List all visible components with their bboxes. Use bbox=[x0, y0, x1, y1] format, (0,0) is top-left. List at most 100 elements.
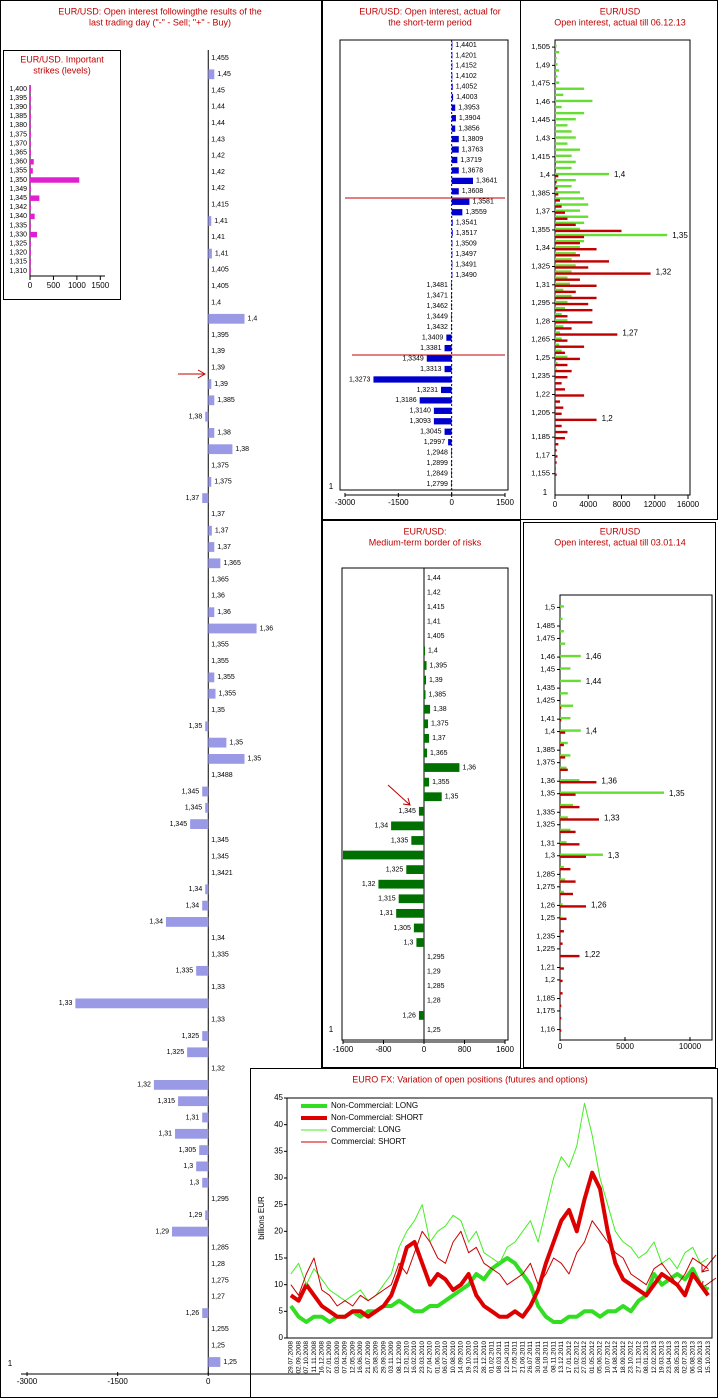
bar bbox=[555, 99, 593, 103]
bar bbox=[555, 272, 651, 275]
x-tick-label: 12.05.2009 bbox=[349, 1341, 356, 1374]
y-tick-label: 1,435 bbox=[536, 683, 555, 692]
annotation: 1,46 bbox=[586, 652, 602, 661]
line-series bbox=[290, 1102, 709, 1302]
bar bbox=[451, 198, 470, 205]
category-label: 1,330 bbox=[9, 231, 27, 238]
bar bbox=[560, 667, 571, 670]
bar bbox=[560, 853, 603, 856]
category-label: 1,365 bbox=[211, 576, 229, 583]
bar bbox=[555, 367, 557, 371]
bar bbox=[560, 704, 573, 707]
category-label: 1,3093 bbox=[409, 418, 431, 425]
x-tick-label: 11.11.2008 bbox=[311, 1341, 318, 1373]
bar bbox=[555, 87, 585, 90]
category-label: 1,395 bbox=[430, 662, 448, 669]
category-label: 1,3462 bbox=[427, 303, 449, 310]
bar bbox=[555, 473, 557, 476]
bar bbox=[555, 337, 562, 340]
bar bbox=[208, 525, 212, 536]
bar bbox=[555, 162, 556, 166]
annotation: 1,3 bbox=[608, 851, 620, 860]
y-tick-label: 1,37 bbox=[535, 207, 550, 216]
plot-frame bbox=[286, 1097, 713, 1339]
bar bbox=[560, 942, 563, 945]
category-label: 1,25 bbox=[211, 1343, 225, 1350]
bar bbox=[555, 199, 560, 202]
bar bbox=[555, 288, 564, 292]
annotation: 1,26 bbox=[591, 901, 607, 910]
bar bbox=[560, 890, 564, 894]
category-label: 1,41 bbox=[215, 250, 229, 257]
x-tick-label: 15.10.2013 bbox=[705, 1341, 712, 1374]
y-tick-label: 5 bbox=[279, 1306, 284, 1315]
bar bbox=[555, 327, 572, 330]
bar bbox=[560, 892, 573, 896]
bar bbox=[555, 343, 560, 346]
y-tick-label: 1,26 bbox=[540, 900, 555, 909]
bar bbox=[560, 754, 571, 757]
x-tick-label: 10.09.2013 bbox=[697, 1341, 704, 1374]
marker-lines bbox=[178, 197, 717, 1289]
y-tick-label: 1,485 bbox=[536, 621, 555, 630]
category-label: 1,2948 bbox=[427, 449, 449, 456]
category-label: 1,375 bbox=[211, 462, 229, 469]
bar bbox=[555, 313, 562, 316]
category-label: 1,45 bbox=[217, 71, 231, 78]
category-label: 1,345 bbox=[185, 805, 203, 812]
bar bbox=[555, 160, 576, 164]
bar bbox=[555, 294, 572, 298]
arrow bbox=[387, 784, 411, 806]
y-tick-label: 1,17 bbox=[535, 450, 550, 459]
bar bbox=[424, 661, 427, 670]
y-tick-label: 1,34 bbox=[535, 243, 550, 252]
y-tick-label: 1,325 bbox=[536, 820, 555, 829]
category-label: 1,400 bbox=[9, 86, 27, 93]
category-label: 1,38 bbox=[433, 706, 447, 713]
bar bbox=[444, 428, 452, 435]
bar bbox=[424, 690, 426, 700]
bar bbox=[555, 296, 597, 300]
bar bbox=[391, 821, 424, 831]
bar bbox=[172, 1226, 209, 1237]
arrow bbox=[701, 1254, 717, 1273]
bar bbox=[30, 240, 31, 247]
legend-label: Non-Commercial: LONG bbox=[331, 1101, 418, 1110]
category-label: 1,3449 bbox=[427, 314, 449, 321]
bar bbox=[451, 73, 453, 80]
bar bbox=[451, 104, 456, 111]
x-tick-label: 10.08.2010 bbox=[450, 1341, 457, 1374]
category-label: 1,44 bbox=[427, 575, 441, 582]
category-label: 1,355 bbox=[219, 691, 237, 698]
category-label: 1,355 bbox=[9, 168, 27, 175]
category-label: 1,33 bbox=[211, 1017, 225, 1024]
bar bbox=[555, 185, 572, 188]
category-label: 1,305 bbox=[393, 925, 411, 932]
bar bbox=[560, 903, 563, 906]
bar bbox=[555, 355, 568, 359]
x-tick-label: 08.01.2013 bbox=[643, 1341, 650, 1374]
x-tick-label: 23.03.2010 bbox=[419, 1341, 426, 1374]
frame bbox=[322, 520, 521, 1068]
bar bbox=[555, 118, 576, 121]
frame bbox=[523, 522, 716, 1068]
bar bbox=[555, 443, 559, 446]
category-label: 1,35 bbox=[229, 739, 243, 746]
bar bbox=[555, 266, 589, 269]
bar bbox=[208, 395, 215, 406]
bar bbox=[555, 331, 560, 334]
bar bbox=[555, 178, 576, 182]
bar bbox=[560, 917, 567, 921]
bar bbox=[208, 69, 215, 80]
bar bbox=[555, 345, 585, 348]
bar bbox=[555, 75, 558, 78]
category-label: 1,3541 bbox=[456, 220, 478, 227]
corner-label: 1 bbox=[543, 488, 548, 497]
bar bbox=[343, 850, 424, 860]
x-tick-label: 14.09.2010 bbox=[458, 1341, 465, 1374]
chart-title: EUR/USD bbox=[600, 6, 641, 16]
bar bbox=[441, 386, 452, 394]
x-tick-label: 16.02.2010 bbox=[411, 1341, 418, 1374]
bar bbox=[560, 915, 562, 919]
